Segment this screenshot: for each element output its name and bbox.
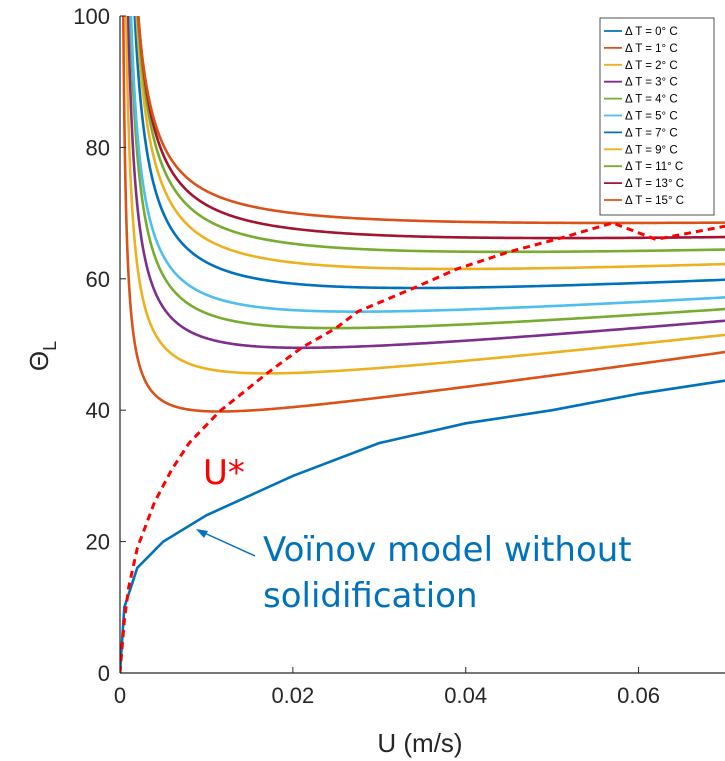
curves xyxy=(120,16,725,673)
legend: Δ T = 0° C Δ T = 1° C Δ T = 2° C Δ T = 3° C… xyxy=(599,17,715,216)
u-star-line xyxy=(120,221,725,673)
legend-entry: Δ T = 5° C xyxy=(625,111,678,123)
series-line-0 xyxy=(120,379,725,673)
legend-box xyxy=(599,17,715,216)
series-line-4 xyxy=(129,16,725,330)
y-tick-label: 40 xyxy=(86,398,110,423)
legend-entry: Δ T = 9° C xyxy=(625,144,678,156)
series-line-9 xyxy=(137,16,725,240)
x-tick-label: 0 xyxy=(114,683,126,708)
u-star-label: U* xyxy=(203,453,245,493)
y-tick-label: 80 xyxy=(86,135,110,160)
y-tick-label: 60 xyxy=(86,267,110,292)
y-axis-label: ΘL xyxy=(24,341,60,371)
series-line-2 xyxy=(124,16,725,375)
y-tick-label: 100 xyxy=(73,4,110,29)
series-line-6 xyxy=(133,16,725,290)
x-tick-label: 0.06 xyxy=(617,683,660,708)
ticks: 0 0.02 0.04 0.06 0 20 40 60 80 100 xyxy=(73,4,660,708)
series-line-1 xyxy=(121,16,725,413)
y-axis-label-main: Θ xyxy=(24,351,54,371)
legend-entry: Δ T = 2° C xyxy=(625,60,678,72)
axes xyxy=(119,16,725,674)
legend-entry: Δ T = 7° C xyxy=(625,127,678,139)
y-tick-label: 0 xyxy=(98,661,110,686)
voinov-label-line2: solidification xyxy=(263,576,478,616)
y-axis-label-sub: L xyxy=(40,341,60,351)
voinov-arrowhead xyxy=(196,529,208,538)
annotations: U* Voïnov model without solidification xyxy=(196,453,632,616)
x-axis-label: U (m/s) xyxy=(377,728,462,758)
legend-entry: Δ T = 13° C xyxy=(625,178,684,190)
legend-entry: Δ T = 0° C xyxy=(625,26,678,38)
legend-entry: Δ T = 11° C xyxy=(625,161,683,173)
voinov-label-line1: Voïnov model without xyxy=(263,530,632,570)
legend-entry: Δ T = 4° C xyxy=(625,94,678,106)
legend-entry: Δ T = 15° C xyxy=(625,195,684,207)
series-line-7 xyxy=(135,16,725,271)
series-line-5 xyxy=(129,16,725,313)
voinov-arrow-line xyxy=(199,530,256,557)
y-tick-label: 20 xyxy=(86,530,110,555)
series-line-10 xyxy=(136,16,725,225)
x-tick-label: 0.04 xyxy=(444,683,487,708)
x-tick-label: 0.02 xyxy=(271,683,314,708)
legend-entry: Δ T = 3° C xyxy=(625,77,678,89)
series-line-8 xyxy=(136,16,725,254)
series-line-3 xyxy=(126,16,725,350)
legend-entry: Δ T = 1° C xyxy=(625,43,678,55)
